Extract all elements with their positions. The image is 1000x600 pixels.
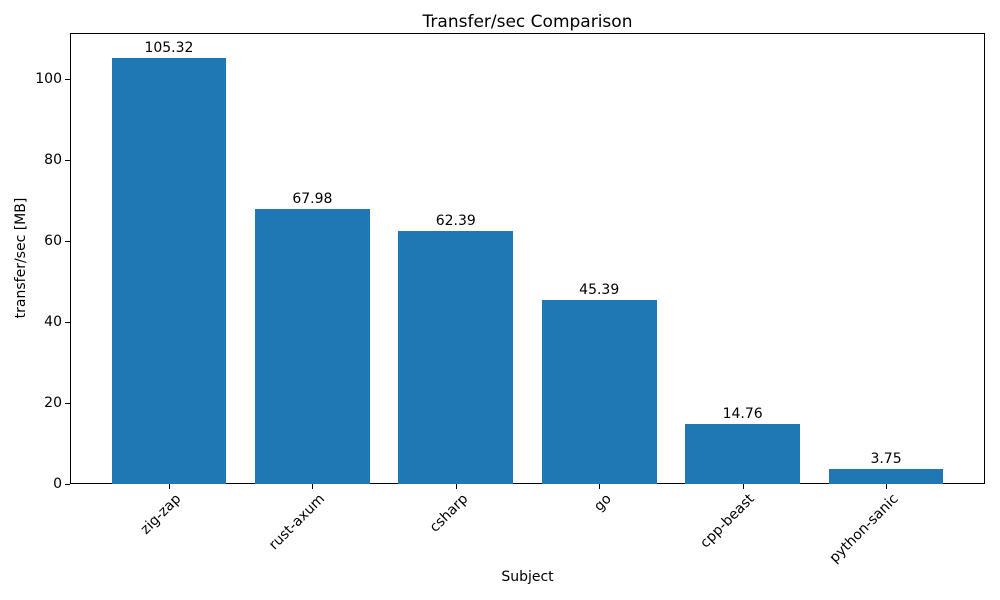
x-tick-label: go (590, 491, 615, 515)
y-tick-mark (65, 241, 70, 243)
bar-value-label: 3.75 (870, 450, 902, 467)
x-tick-mark (886, 484, 888, 489)
x-tick-label: zig-zap (137, 491, 185, 538)
y-tick-mark (65, 484, 70, 485)
y-tick-label: 20 (44, 395, 62, 412)
x-tick-label: csharp (426, 491, 472, 536)
plot-area (70, 33, 985, 484)
y-tick-mark (65, 160, 70, 162)
y-tick-label: 0 (53, 476, 62, 492)
x-tick-mark (168, 484, 170, 489)
bar-value-label: 45.39 (579, 282, 620, 299)
bar-python-sanic (828, 468, 944, 484)
x-tick-mark (742, 484, 744, 489)
x-tick-label: python-sanic (826, 491, 902, 567)
y-tick-label: 80 (44, 152, 62, 169)
bar-cpp-beast (685, 424, 800, 484)
bar-csharp (398, 231, 514, 484)
y-axis-label: transfer/sec [MB] (13, 197, 29, 319)
bar-value-label: 67.98 (292, 190, 333, 207)
x-tick-mark (599, 484, 601, 489)
x-tick-mark (312, 484, 314, 489)
y-tick-label: 60 (44, 233, 62, 250)
bar-rust-axum (255, 208, 370, 484)
x-tick-label: cpp-beast (697, 491, 758, 552)
y-tick-mark (65, 322, 70, 324)
y-tick-label: 100 (35, 71, 62, 88)
chart-title: Transfer/sec Comparison (422, 12, 633, 32)
bar-value-label: 14.76 (722, 406, 763, 423)
x-tick-label: rust-axum (265, 491, 328, 554)
bar-value-label: 105.32 (144, 39, 194, 56)
bar-zig-zap (111, 57, 227, 484)
y-tick-label: 40 (44, 314, 62, 331)
x-axis-label: Subject (501, 569, 554, 585)
bar-go (541, 300, 657, 484)
bar-value-label: 62.39 (435, 213, 476, 230)
y-tick-mark (65, 403, 70, 405)
x-tick-mark (455, 484, 457, 489)
y-tick-mark (65, 79, 70, 81)
